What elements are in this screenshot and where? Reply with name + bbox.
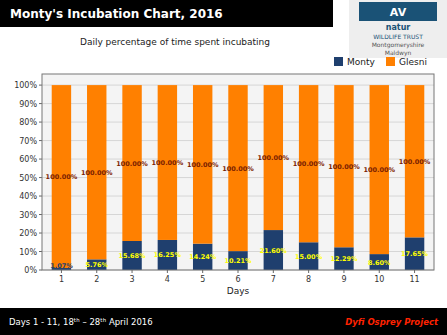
x-axis-label: Days [227,286,250,296]
chart: Monty's Incubation Chart, 2016 AV naturWIL… [0,0,447,335]
total-label: 100.00% [293,160,325,168]
plot-frame [42,74,434,270]
y-tick-label: 50% [19,174,37,183]
y-tick-label: 40% [19,192,37,201]
y-tick-label: 90% [19,100,37,109]
y-axis: 0% 10% 20% 30% 40% 50% 60% 70% 80% 90% 100% [14,81,434,275]
data-label: 16.25% [154,251,182,259]
x-tick-label: 5 [200,275,205,284]
logo-text: Maldwyn [385,49,412,57]
logo-text: natur [386,23,411,32]
x-tick-label: 11 [409,275,419,284]
y-tick-label: 100% [14,81,37,90]
x-tick [343,270,344,273]
data-label: 10.21% [224,257,252,265]
y-tick-label: 70% [19,137,37,146]
legend: Monty Glesni [334,57,427,67]
data-label: 15.00% [295,253,323,261]
logo-badge [359,2,437,21]
data-label: 15.68% [119,252,147,260]
x-tick-label: 10 [374,275,384,284]
logo-text: AV [390,6,407,19]
total-label: 100.00% [116,160,148,168]
x-tick [238,270,239,273]
footer-text: Days 1 - 11, 18ᵗʰ – 28ᵗʰ April 2016 [9,317,153,327]
title-bar [0,0,333,27]
y-tick-label: 20% [19,229,37,238]
x-tick [132,270,133,273]
x-tick-label: 3 [130,275,135,284]
total-label: 100.00% [46,173,78,181]
y-tick-label: 60% [19,155,37,164]
x-tick [379,270,380,273]
legend-swatch [386,57,395,66]
legend-swatch [334,57,343,66]
total-label: 100.00% [187,161,219,169]
data-labels: 1.07% 100.00% 5.76% 100.00% 15.68% 100.00% 16.… [46,154,431,269]
x-tick-label: 1 [59,275,64,284]
x-tick-label: 2 [94,275,99,284]
x-tick [167,270,168,273]
x-tick [61,270,62,273]
y-tick-label: 80% [19,118,37,127]
subtitle: Daily percentage of time spent incubatin… [80,37,270,47]
data-label: 8.60% [368,259,391,267]
legend-entry: Monty [347,57,376,67]
data-label: 17.65% [401,250,429,258]
plot-area [42,74,434,270]
title: Monty's Incubation Chart, 2016 [10,7,223,21]
x-tick-label: 8 [306,275,311,284]
x-tick-label: 7 [271,275,276,284]
data-label: 5.76% [85,261,108,269]
x-tick-label: 6 [235,275,240,284]
data-label: 21.60% [260,247,288,255]
total-label: 100.00% [152,159,184,167]
y-tick-label: 10% [19,248,37,257]
y-tick-label: 30% [19,211,37,220]
x-tick-label: 4 [165,275,170,284]
x-tick [414,270,415,273]
total-label: 100.00% [399,158,431,166]
logo-text: WILDLIFE TRUST [373,33,423,40]
x-axis: 1 2 3 4 5 6 7 8 9 10 11 [59,270,420,284]
total-label: 100.00% [363,166,395,174]
x-tick [308,270,309,273]
y-tick-label: 0% [24,266,37,275]
x-tick [96,270,97,273]
x-tick [202,270,203,273]
bars [52,85,425,270]
data-label: 1.07% [50,262,73,270]
logo: AV naturWILDLIFE TRUSTMontgomeryshireMald… [349,0,447,58]
x-tick-label: 9 [341,275,346,284]
logo-text: Montgomeryshire [372,41,425,49]
legend-entry: Glesni [399,57,427,67]
footer-text: Dyfi Osprey Project [345,317,439,327]
x-tick [273,270,274,273]
total-label: 100.00% [222,165,254,173]
data-label: 14.24% [189,253,217,261]
total-label: 100.00% [258,154,290,162]
logo-box [349,0,447,58]
footer-bar [0,308,447,335]
data-label: 12.29% [330,255,358,263]
total-label: 100.00% [328,163,360,171]
total-label: 100.00% [81,169,113,177]
